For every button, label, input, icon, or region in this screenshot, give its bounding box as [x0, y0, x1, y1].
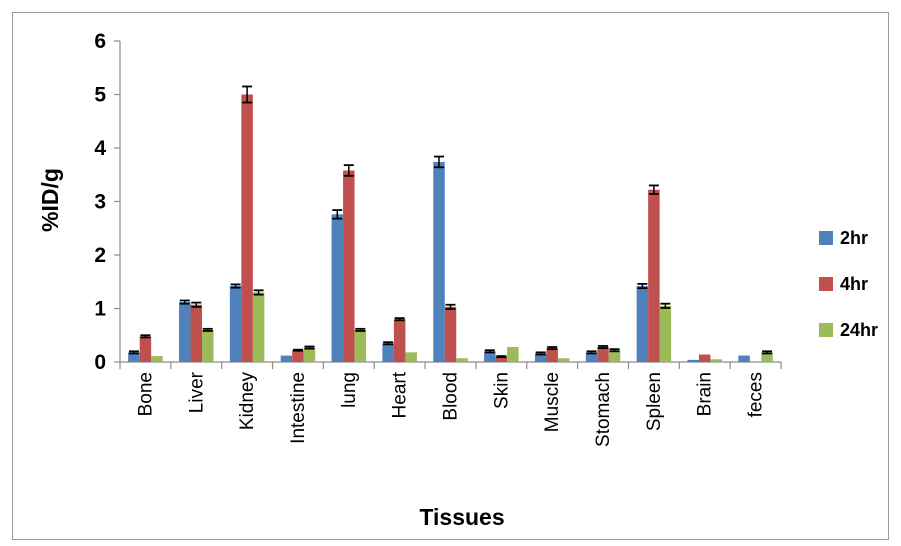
bar-4hr-lung: [343, 170, 355, 362]
y-tick-label: 4: [94, 137, 106, 160]
bar-4hr-muscle: [546, 348, 558, 362]
bar-24hr-skin: [507, 347, 519, 362]
x-tick-label: Kidney: [237, 372, 258, 431]
bar-2hr-kidney: [229, 286, 242, 362]
x-tick-label: Brain: [695, 372, 716, 416]
y-tick-label: 5: [94, 84, 106, 107]
x-tick-label: Skin: [491, 372, 512, 409]
legend-swatch-4hr: [819, 277, 833, 291]
legend-swatch-2hr: [819, 231, 833, 245]
bar-24hr-bone: [151, 356, 163, 362]
bar-4hr-stomach: [597, 347, 609, 362]
x-tick-label: Stomach: [593, 372, 614, 447]
x-tick-label: Blood: [441, 372, 462, 421]
bar-24hr-liver: [202, 329, 214, 362]
y-axis-title: %ID/g: [37, 168, 63, 232]
bar-24hr-kidney: [252, 292, 265, 362]
x-axis-title: Tissues: [419, 504, 504, 530]
bar-2hr-lung: [331, 214, 344, 362]
bar-4hr-skin: [495, 356, 508, 362]
bar-4hr-bone: [139, 336, 152, 362]
x-tick-label: feces: [746, 372, 767, 417]
bar-2hr-stomach: [585, 352, 598, 362]
bar-2hr-intestine: [280, 355, 293, 362]
bar-4hr-blood: [444, 306, 457, 362]
x-tick-label: Spleen: [644, 372, 665, 431]
bar-24hr-blood: [456, 358, 468, 362]
bar-2hr-muscle: [534, 353, 547, 362]
legend: 2hr 4hr 24hr: [819, 228, 878, 340]
bar-2hr-spleen: [636, 286, 649, 362]
bar-4hr-heart: [393, 319, 406, 362]
bar-24hr-stomach: [608, 350, 621, 362]
y-tick-label: 0: [94, 351, 106, 374]
bar-2hr-blood: [433, 161, 445, 362]
bar-4hr-kidney: [241, 94, 253, 362]
bar-24hr-brain: [710, 359, 722, 362]
plot-area: 0 1 2 3 4 5 6 Bone Liver Kidney Intestine lung Heart…: [94, 30, 782, 447]
legend-label-24hr: 24hr: [840, 320, 878, 340]
bar-2hr-feces: [738, 355, 750, 362]
bar-2hr-skin: [484, 351, 496, 362]
bar-24hr-lung: [354, 329, 367, 362]
x-tick-label: Heart: [390, 371, 411, 418]
legend-swatch-24hr: [819, 323, 833, 337]
legend-label-2hr: 2hr: [840, 228, 868, 248]
bar-4hr-intestine: [292, 350, 304, 362]
bar-4hr-brain: [698, 354, 711, 362]
bar-2hr-bone: [128, 352, 140, 362]
chart-frame: [12, 12, 889, 540]
bar-24hr-intestine: [303, 347, 316, 362]
x-tick-label: Bone: [135, 372, 156, 416]
x-tick-label: Muscle: [542, 372, 563, 432]
x-tick-label: Intestine: [288, 372, 309, 444]
y-tick-label: 3: [94, 191, 106, 214]
y-tick-label: 6: [94, 30, 106, 53]
y-tick-label: 2: [94, 244, 106, 267]
x-tick-label: Liver: [186, 371, 207, 413]
bar-24hr-spleen: [659, 305, 672, 362]
bar-2hr-heart: [382, 343, 394, 362]
x-tick-label: lung: [339, 372, 360, 408]
bar-24hr-muscle: [557, 358, 570, 362]
bar-2hr-brain: [687, 359, 699, 362]
bar-4hr-spleen: [648, 189, 660, 362]
bar-4hr-liver: [190, 304, 203, 362]
legend-label-4hr: 4hr: [840, 274, 868, 294]
y-tick-label: 1: [94, 298, 106, 321]
bar-2hr-liver: [179, 302, 191, 362]
bar-24hr-heart: [405, 352, 417, 362]
bar-24hr-feces: [761, 352, 773, 362]
